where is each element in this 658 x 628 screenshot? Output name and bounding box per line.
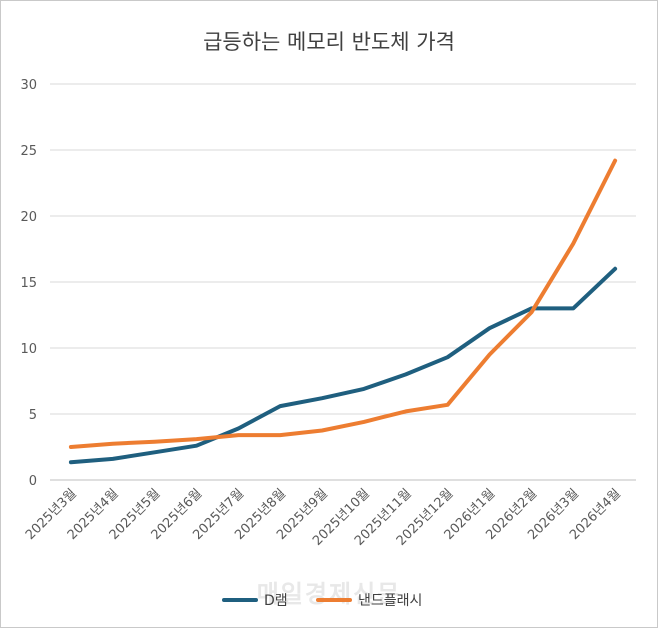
- y-tick-label: 5: [29, 408, 37, 423]
- y-tick-label: 15: [20, 276, 37, 291]
- legend-item-dram: D램: [222, 590, 288, 610]
- legend-label-nand: 낸드플래시: [358, 593, 423, 609]
- y-tick-label: 25: [20, 144, 37, 159]
- chart-title: 급등하는 메모리 반도체 가격: [203, 30, 455, 54]
- legend-swatch-dram: [222, 598, 258, 602]
- series-line-nand: [68, 158, 618, 449]
- y-tick-label: 20: [20, 210, 37, 225]
- legend-label-dram: D램: [264, 593, 288, 609]
- y-tick-label: 30: [20, 78, 37, 93]
- y-tick-label: 10: [20, 342, 37, 357]
- legend-item-nand: 낸드플래시: [316, 590, 422, 610]
- chart-legend: D램 낸드플래시: [0, 590, 658, 612]
- series-line-dram: [68, 266, 618, 465]
- y-tick-label: 0: [29, 474, 37, 489]
- legend-swatch-nand: [316, 598, 352, 602]
